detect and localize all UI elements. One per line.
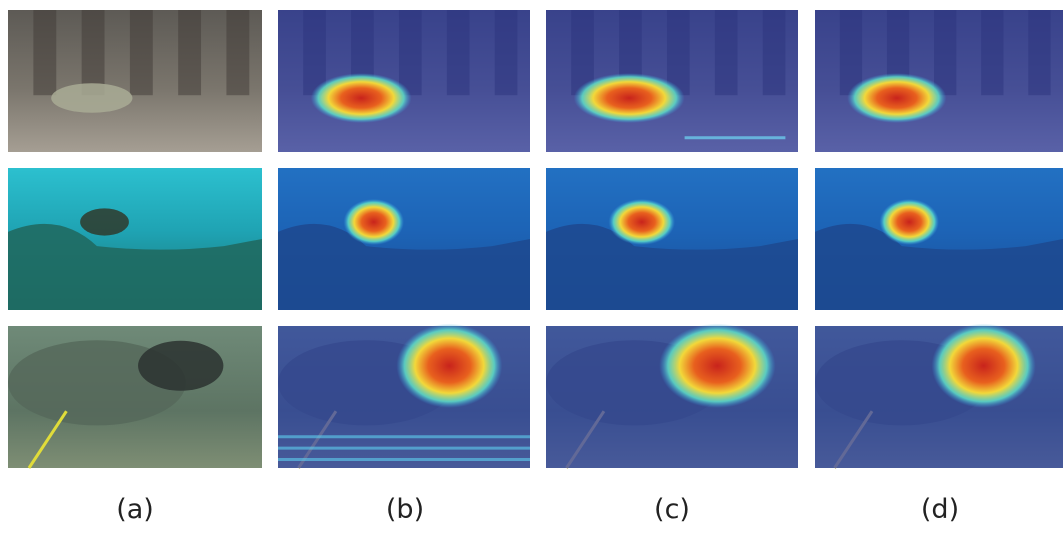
image-panel [815, 324, 1063, 468]
attention-blob [932, 324, 1036, 408]
attention-blob [574, 73, 685, 123]
image-grid [8, 10, 1063, 468]
tree-trunk [130, 10, 153, 95]
image-panel [278, 168, 530, 310]
heatmap-tint [546, 168, 798, 310]
attention-blob [311, 73, 412, 123]
heatmap-tint [815, 10, 1063, 152]
heatmap-tint [278, 10, 530, 152]
tree-trunk [82, 10, 105, 95]
heatmap-tint [546, 10, 798, 152]
image-panel [278, 324, 530, 468]
image-panel [8, 326, 262, 468]
panel-label: (c) [654, 494, 690, 525]
fish [138, 341, 223, 391]
image-panel [815, 168, 1063, 310]
panel-label: (b) [386, 494, 424, 525]
attention-blob [659, 324, 775, 408]
panel-label: (d) [921, 494, 959, 525]
image-panel [815, 10, 1063, 152]
image-panel [278, 10, 530, 152]
attention-blob [608, 199, 675, 245]
tree-trunk [33, 10, 56, 95]
panel-label: (a) [116, 494, 154, 525]
image-panel [546, 168, 798, 310]
heatmap-tint [278, 168, 530, 310]
attention-blob [879, 199, 939, 245]
attention-blob [847, 73, 946, 123]
tree-trunk [226, 10, 249, 95]
figure: (a) (b) (c) (d) [0, 0, 1063, 538]
attention-blob [344, 199, 404, 245]
image-panel [546, 10, 798, 152]
image-panel [8, 168, 262, 310]
image-panel [546, 324, 798, 468]
fish [51, 83, 132, 113]
attention-blob [396, 324, 502, 408]
tree-trunk [178, 10, 201, 95]
fish [80, 208, 129, 235]
heatmap-tint [815, 168, 1063, 310]
image-panel [8, 10, 262, 152]
